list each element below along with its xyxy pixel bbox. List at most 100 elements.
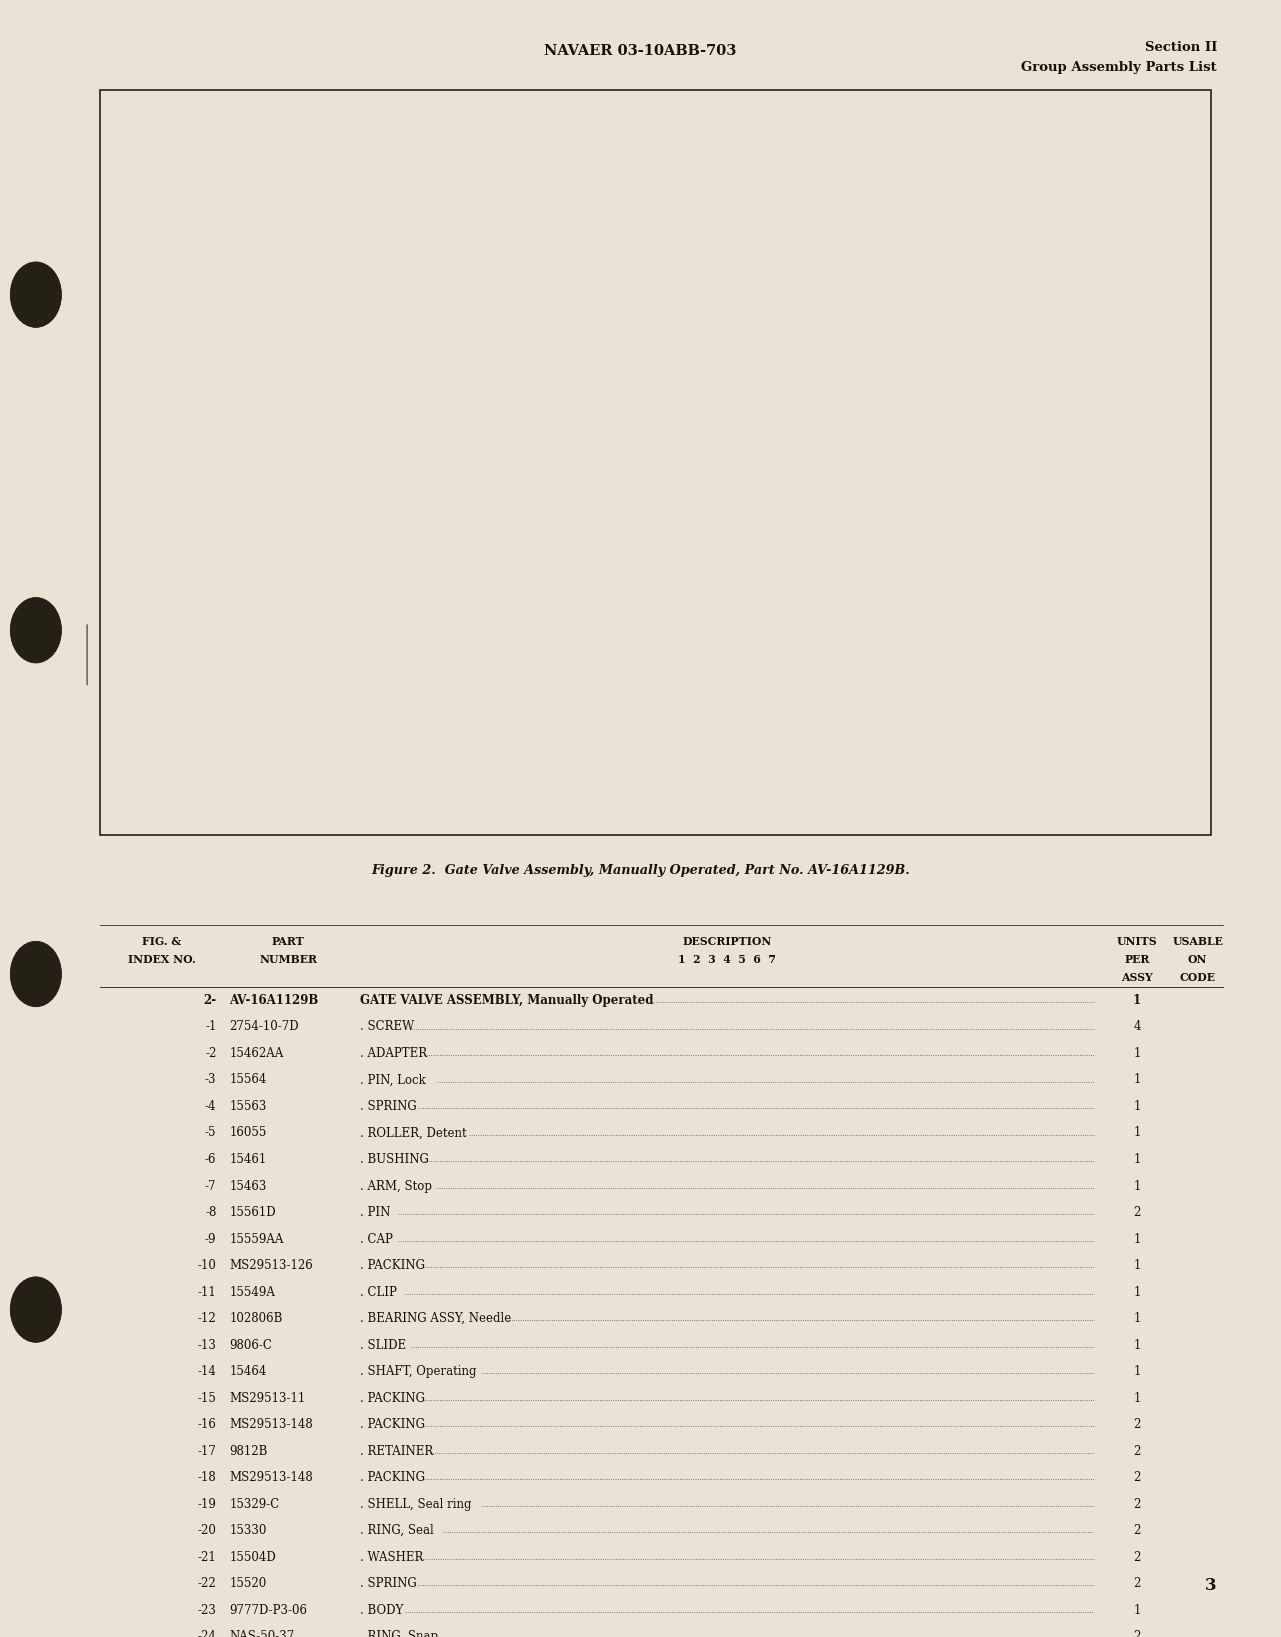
Text: 1: 1 [1134, 1152, 1140, 1166]
Text: . RING, Snap: . RING, Snap [360, 1630, 438, 1637]
Text: 1: 1 [1134, 1100, 1140, 1113]
Text: 15463: 15463 [229, 1180, 266, 1192]
Text: -18: -18 [197, 1472, 216, 1485]
Text: -13: -13 [197, 1339, 216, 1352]
Text: -21: -21 [197, 1550, 216, 1563]
Text: 1: 1 [1134, 1126, 1140, 1139]
Text: . BEARING ASSY, Needle: . BEARING ASSY, Needle [360, 1313, 511, 1324]
Text: Figure 2.  Gate Valve Assembly, Manually Operated, Part No. AV-16A1129B.: Figure 2. Gate Valve Assembly, Manually … [371, 864, 910, 877]
Text: . PACKING: . PACKING [360, 1259, 425, 1272]
Text: -1: -1 [205, 1020, 216, 1033]
Text: . CAP: . CAP [360, 1233, 393, 1246]
Text: 15462AA: 15462AA [229, 1048, 283, 1059]
Text: 2754-10-7D: 2754-10-7D [229, 1020, 298, 1033]
Text: 1: 1 [1134, 1259, 1140, 1272]
Text: 1: 1 [1134, 1313, 1140, 1324]
Text: USABLE: USABLE [1172, 936, 1223, 948]
Text: . SHAFT, Operating: . SHAFT, Operating [360, 1365, 477, 1378]
Text: 15564: 15564 [229, 1074, 266, 1087]
Text: -2: -2 [205, 1048, 216, 1059]
Text: 9777D-P3-06: 9777D-P3-06 [229, 1604, 307, 1617]
Text: -10: -10 [197, 1259, 216, 1272]
Text: . ARM, Stop: . ARM, Stop [360, 1180, 432, 1192]
Text: . SCREW: . SCREW [360, 1020, 414, 1033]
Text: NAS-50-37: NAS-50-37 [229, 1630, 295, 1637]
Text: 2: 2 [1134, 1578, 1140, 1590]
Text: 1: 1 [1134, 1074, 1140, 1087]
Text: NAVAER 03-10ABB-703: NAVAER 03-10ABB-703 [544, 44, 737, 59]
Text: . PACKING: . PACKING [360, 1472, 425, 1485]
Text: 2: 2 [1134, 1498, 1140, 1511]
Text: -14: -14 [197, 1365, 216, 1378]
Text: DESCRIPTION: DESCRIPTION [683, 936, 771, 948]
Text: 1: 1 [1134, 1365, 1140, 1378]
Text: . BODY: . BODY [360, 1604, 404, 1617]
Text: . WASHER: . WASHER [360, 1550, 423, 1563]
Text: -12: -12 [197, 1313, 216, 1324]
Text: 4: 4 [1134, 1020, 1140, 1033]
Text: 1: 1 [1132, 994, 1141, 1007]
Text: . PACKING: . PACKING [360, 1418, 425, 1431]
Circle shape [10, 598, 61, 663]
Text: MS29513-11: MS29513-11 [229, 1391, 306, 1405]
Text: -11: -11 [197, 1285, 216, 1298]
Text: 15549A: 15549A [229, 1285, 275, 1298]
Text: 2-: 2- [204, 994, 216, 1007]
Text: PER: PER [1125, 954, 1149, 966]
Text: 15563: 15563 [229, 1100, 266, 1113]
Text: . CLIP: . CLIP [360, 1285, 397, 1298]
Text: INDEX NO.: INDEX NO. [128, 954, 196, 966]
Text: . SHELL, Seal ring: . SHELL, Seal ring [360, 1498, 471, 1511]
Text: -8: -8 [205, 1206, 216, 1220]
Text: GATE VALVE ASSEMBLY, Manually Operated: GATE VALVE ASSEMBLY, Manually Operated [360, 994, 653, 1007]
Text: -20: -20 [197, 1524, 216, 1537]
Text: -23: -23 [197, 1604, 216, 1617]
Text: -3: -3 [205, 1074, 216, 1087]
Text: -16: -16 [197, 1418, 216, 1431]
Text: MS29513-148: MS29513-148 [229, 1472, 313, 1485]
Text: -5: -5 [205, 1126, 216, 1139]
Text: 15330: 15330 [229, 1524, 266, 1537]
Text: 9806-C: 9806-C [229, 1339, 272, 1352]
Text: Group Assembly Parts List: Group Assembly Parts List [1021, 61, 1217, 74]
Text: CODE: CODE [1180, 972, 1216, 984]
Text: 1: 1 [1134, 1391, 1140, 1405]
Bar [100, 90, 1211, 835]
Text: 15461: 15461 [229, 1152, 266, 1166]
Text: . ADAPTER: . ADAPTER [360, 1048, 427, 1059]
Text: Section II: Section II [1145, 41, 1217, 54]
Text: . SPRING: . SPRING [360, 1100, 416, 1113]
Text: ASSY: ASSY [1121, 972, 1153, 984]
Text: -22: -22 [197, 1578, 216, 1590]
Text: 15464: 15464 [229, 1365, 266, 1378]
Text: -24: -24 [197, 1630, 216, 1637]
Text: 16055: 16055 [229, 1126, 266, 1139]
Text: 1: 1 [1134, 1604, 1140, 1617]
Text: . SPRING: . SPRING [360, 1578, 416, 1590]
Text: -7: -7 [205, 1180, 216, 1192]
Text: 9812B: 9812B [229, 1445, 268, 1457]
Text: 15329-C: 15329-C [229, 1498, 279, 1511]
Text: 2: 2 [1134, 1550, 1140, 1563]
Text: -9: -9 [205, 1233, 216, 1246]
Text: 2: 2 [1134, 1206, 1140, 1220]
Text: -4: -4 [205, 1100, 216, 1113]
Text: 15559AA: 15559AA [229, 1233, 283, 1246]
Text: ON: ON [1187, 954, 1208, 966]
Text: . PACKING: . PACKING [360, 1391, 425, 1405]
Text: . RETAINER: . RETAINER [360, 1445, 433, 1457]
Text: 15520: 15520 [229, 1578, 266, 1590]
Text: 2: 2 [1134, 1418, 1140, 1431]
Text: 15504D: 15504D [229, 1550, 275, 1563]
Text: 1: 1 [1134, 1285, 1140, 1298]
Text: . RING, Seal: . RING, Seal [360, 1524, 434, 1537]
Text: 2: 2 [1134, 1445, 1140, 1457]
Text: 3: 3 [1205, 1578, 1217, 1594]
Text: . BUSHING: . BUSHING [360, 1152, 429, 1166]
Text: 1: 1 [1134, 1048, 1140, 1059]
Text: MS29513-126: MS29513-126 [229, 1259, 313, 1272]
Text: 2: 2 [1134, 1472, 1140, 1485]
Text: UNITS: UNITS [1117, 936, 1157, 948]
Text: 1: 1 [1134, 1233, 1140, 1246]
Text: FIG. &: FIG. & [142, 936, 182, 948]
